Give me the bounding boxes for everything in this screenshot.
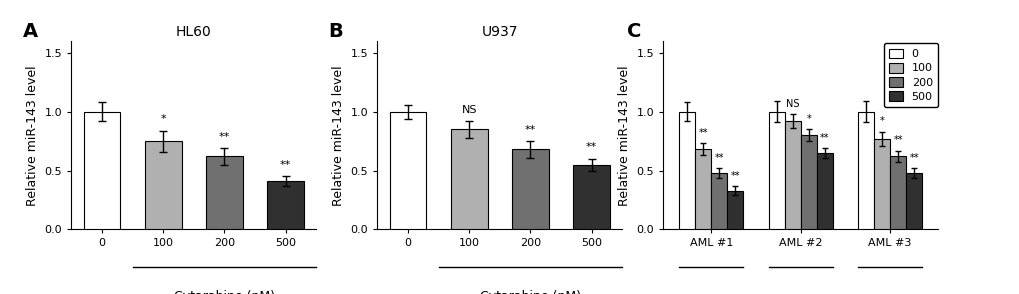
Bar <box>206 156 243 229</box>
Legend: 0, 100, 200, 500: 0, 100, 200, 500 <box>883 43 937 107</box>
Bar <box>267 181 304 229</box>
Text: Cytarabine (nM): Cytarabine (nM) <box>479 290 581 294</box>
Text: B: B <box>328 22 342 41</box>
Text: **: ** <box>714 153 723 163</box>
Bar <box>873 139 890 229</box>
Bar <box>84 112 120 229</box>
Bar <box>573 165 609 229</box>
Bar <box>679 112 695 229</box>
Text: **: ** <box>909 153 918 163</box>
Text: NS: NS <box>461 105 477 115</box>
Bar <box>905 173 921 229</box>
Bar <box>784 121 800 229</box>
Text: **: ** <box>279 160 291 170</box>
Bar <box>695 149 710 229</box>
Text: **: ** <box>218 132 230 142</box>
Bar <box>145 141 181 229</box>
Text: NS: NS <box>785 99 799 109</box>
Bar <box>890 156 905 229</box>
Text: A: A <box>22 22 38 41</box>
Text: **: ** <box>698 128 707 138</box>
Bar <box>767 112 784 229</box>
Text: **: ** <box>524 125 536 135</box>
Bar <box>512 149 548 229</box>
Text: *: * <box>806 114 810 124</box>
Text: *: * <box>160 114 166 124</box>
Text: *: * <box>878 116 883 126</box>
Text: **: ** <box>893 135 902 145</box>
Title: HL60: HL60 <box>175 25 212 39</box>
Bar <box>857 112 873 229</box>
Text: **: ** <box>730 171 740 181</box>
Bar <box>389 112 426 229</box>
Bar <box>727 191 743 229</box>
Title: U937: U937 <box>481 25 518 39</box>
Y-axis label: Relative miR-143 level: Relative miR-143 level <box>332 65 344 206</box>
Text: C: C <box>627 22 641 41</box>
Bar <box>450 129 487 229</box>
Text: **: ** <box>819 133 828 143</box>
Bar <box>800 135 816 229</box>
Y-axis label: Relative miR-143 level: Relative miR-143 level <box>26 65 39 206</box>
Text: Cytarabine (nM): Cytarabine (nM) <box>173 290 275 294</box>
Bar <box>710 173 727 229</box>
Bar <box>816 153 833 229</box>
Text: **: ** <box>585 142 597 152</box>
Y-axis label: Relative miR-143 level: Relative miR-143 level <box>618 65 630 206</box>
